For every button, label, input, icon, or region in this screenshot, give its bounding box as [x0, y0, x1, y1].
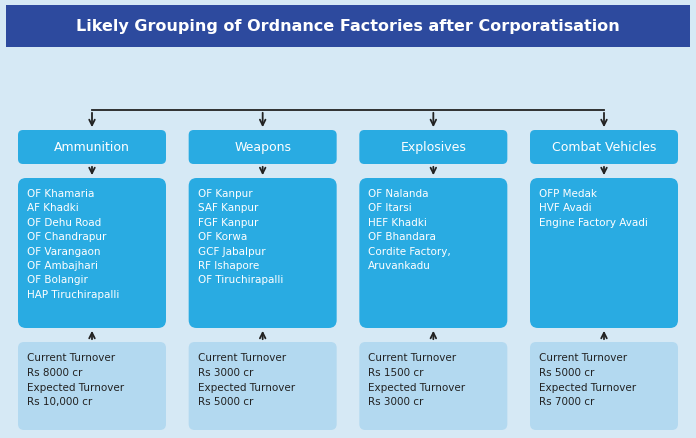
Text: Current Turnover
Rs 3000 cr
Expected Turnover
Rs 5000 cr: Current Turnover Rs 3000 cr Expected Tur…: [198, 352, 295, 406]
FancyBboxPatch shape: [189, 131, 337, 165]
Text: OF Khamaria
AF Khadki
OF Dehu Road
OF Chandrapur
OF Varangaon
OF Ambajhari
OF Bo: OF Khamaria AF Khadki OF Dehu Road OF Ch…: [27, 189, 120, 299]
FancyBboxPatch shape: [6, 6, 690, 48]
Text: Weapons: Weapons: [234, 141, 291, 154]
Text: Ammunition: Ammunition: [54, 141, 130, 154]
Text: Current Turnover
Rs 8000 cr
Expected Turnover
Rs 10,000 cr: Current Turnover Rs 8000 cr Expected Tur…: [27, 352, 124, 406]
FancyBboxPatch shape: [530, 342, 678, 430]
Text: Likely Grouping of Ordnance Factories after Corporatisation: Likely Grouping of Ordnance Factories af…: [76, 19, 620, 35]
FancyBboxPatch shape: [530, 131, 678, 165]
FancyBboxPatch shape: [189, 179, 337, 328]
Text: Combat Vehicles: Combat Vehicles: [552, 141, 656, 154]
Text: OF Nalanda
OF Itarsi
HEF Khadki
OF Bhandara
Cordite Factory,
Aruvankadu: OF Nalanda OF Itarsi HEF Khadki OF Bhand…: [368, 189, 451, 270]
FancyBboxPatch shape: [359, 342, 507, 430]
FancyBboxPatch shape: [18, 342, 166, 430]
Text: Explosives: Explosives: [400, 141, 466, 154]
Text: OF Kanpur
SAF Kanpur
FGF Kanpur
OF Korwa
GCF Jabalpur
RF Ishapore
OF Tiruchirapa: OF Kanpur SAF Kanpur FGF Kanpur OF Korwa…: [198, 189, 283, 285]
FancyBboxPatch shape: [189, 342, 337, 430]
FancyBboxPatch shape: [18, 179, 166, 328]
FancyBboxPatch shape: [18, 131, 166, 165]
Text: OFP Medak
HVF Avadi
Engine Factory Avadi: OFP Medak HVF Avadi Engine Factory Avadi: [539, 189, 648, 227]
Text: Current Turnover
Rs 1500 cr
Expected Turnover
Rs 3000 cr: Current Turnover Rs 1500 cr Expected Tur…: [368, 352, 466, 406]
Text: Current Turnover
Rs 5000 cr
Expected Turnover
Rs 7000 cr: Current Turnover Rs 5000 cr Expected Tur…: [539, 352, 636, 406]
FancyBboxPatch shape: [359, 179, 507, 328]
FancyBboxPatch shape: [359, 131, 507, 165]
FancyBboxPatch shape: [530, 179, 678, 328]
